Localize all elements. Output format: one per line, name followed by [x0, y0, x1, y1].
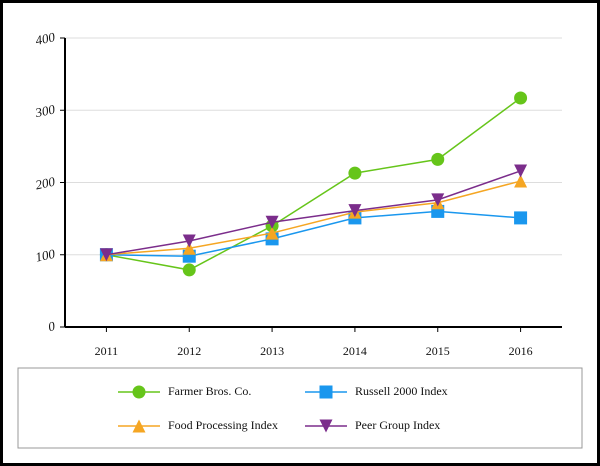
legend-label: Russell 2000 Index: [355, 384, 448, 398]
marker: [431, 193, 445, 207]
y-tick-label: 400: [34, 29, 57, 48]
marker: [182, 241, 196, 255]
marker: [514, 211, 528, 225]
marker: [265, 226, 279, 240]
series-line: [106, 97, 522, 271]
marker: [319, 419, 333, 433]
x-tick-label: 2012: [177, 344, 201, 358]
marker: [132, 419, 146, 433]
marker: [514, 91, 528, 105]
y-tick-label: 200: [34, 174, 57, 193]
marker: [132, 385, 146, 399]
legend-label: Farmer Bros. Co.: [168, 384, 251, 398]
legend-label: Peer Group Index: [355, 418, 440, 432]
legend-box: [17, 367, 583, 449]
y-tick-label: 100: [34, 246, 57, 265]
marker: [431, 152, 445, 166]
y-tick-label: 0: [47, 318, 57, 334]
x-tick-label: 2015: [426, 344, 450, 358]
marker: [514, 174, 528, 188]
series-line: [106, 180, 521, 256]
marker: [182, 234, 196, 248]
marker: [319, 385, 333, 399]
y-tick-label: 300: [33, 101, 57, 120]
x-tick-label: 2013: [260, 344, 284, 358]
x-tick-label: 2014: [343, 344, 367, 358]
marker: [99, 248, 113, 262]
marker: [182, 263, 196, 277]
marker: [348, 204, 362, 218]
x-tick-label: 2011: [95, 344, 119, 358]
series-line: [106, 170, 521, 256]
marker: [348, 166, 362, 180]
series-line: [106, 210, 521, 257]
x-tick-label: 2016: [509, 344, 533, 358]
legend-label: Food Processing Index: [168, 418, 278, 432]
marker: [514, 164, 528, 178]
marker: [265, 215, 279, 229]
